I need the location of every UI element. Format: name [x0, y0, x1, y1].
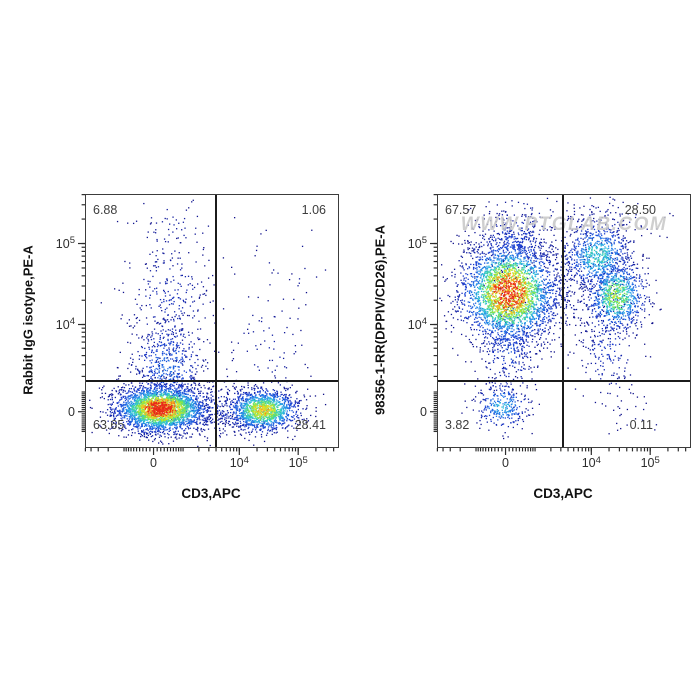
- y-tick-label: 0: [420, 404, 427, 419]
- quadrant-gate-vertical-line: [215, 195, 218, 447]
- y-tick-label: 104: [55, 316, 75, 332]
- quadrant-percent-top-right: 1.06: [301, 203, 326, 217]
- panel-isotype-control: Rabbit IgG isotype,PE-A 6.88 1.06 63.65 …: [21, 0, 348, 520]
- quadrant-percent-top-right: 28.50: [624, 203, 656, 217]
- x-tick-label: 104: [581, 454, 601, 470]
- y-axis-tick-marks: [430, 194, 437, 433]
- density-scatter-canvas: [86, 195, 338, 447]
- density-scatter-canvas: [438, 195, 690, 447]
- x-tick-label: 0: [502, 456, 509, 470]
- quadrant-gate-vertical-line: [561, 195, 564, 447]
- quadrant-percent-bottom-right: 28.41: [294, 418, 326, 432]
- x-tick-label: 105: [288, 454, 308, 470]
- y-axis-tick-marks: [78, 194, 85, 433]
- quadrant-percent-bottom-left: 63.65: [93, 418, 125, 432]
- plot-area: WWW.PTGLAB.COM 67.57 28.50 3.82 0.11: [437, 194, 691, 448]
- x-axis-tick-marks: [436, 448, 687, 455]
- quadrant-gate-horizontal-line: [438, 379, 690, 382]
- x-tick-label: 105: [640, 454, 660, 470]
- y-tick-label: 105: [55, 235, 75, 251]
- plot-area: 6.88 1.06 63.65 28.41: [85, 194, 339, 448]
- y-tick-label: 105: [407, 235, 427, 251]
- quadrant-percent-top-left: 67.57: [445, 203, 477, 217]
- y-tick-label: 104: [407, 316, 427, 332]
- x-tick-label: 0: [150, 456, 157, 470]
- panel-cd26-stain: 98356-1-RR(DPPIV/CD26),PE-A WWW.PTGLAB.C…: [373, 0, 700, 520]
- x-axis-title: CD3,APC: [533, 486, 593, 501]
- quadrant-percent-bottom-left: 3.82: [445, 418, 470, 432]
- y-axis-title: Rabbit IgG isotype,PE-A: [20, 245, 36, 395]
- y-tick-label: 0: [68, 404, 75, 419]
- x-axis-tick-marks: [84, 448, 335, 455]
- y-axis-title: 98356-1-RR(DPPIV/CD26),PE-A: [372, 224, 388, 416]
- quadrant-percent-bottom-right: 0.11: [629, 418, 653, 432]
- quadrant-percent-top-left: 6.88: [93, 203, 118, 217]
- quadrant-gate-horizontal-line: [86, 379, 338, 382]
- x-axis-title: CD3,APC: [181, 486, 241, 501]
- x-tick-label: 104: [229, 454, 249, 470]
